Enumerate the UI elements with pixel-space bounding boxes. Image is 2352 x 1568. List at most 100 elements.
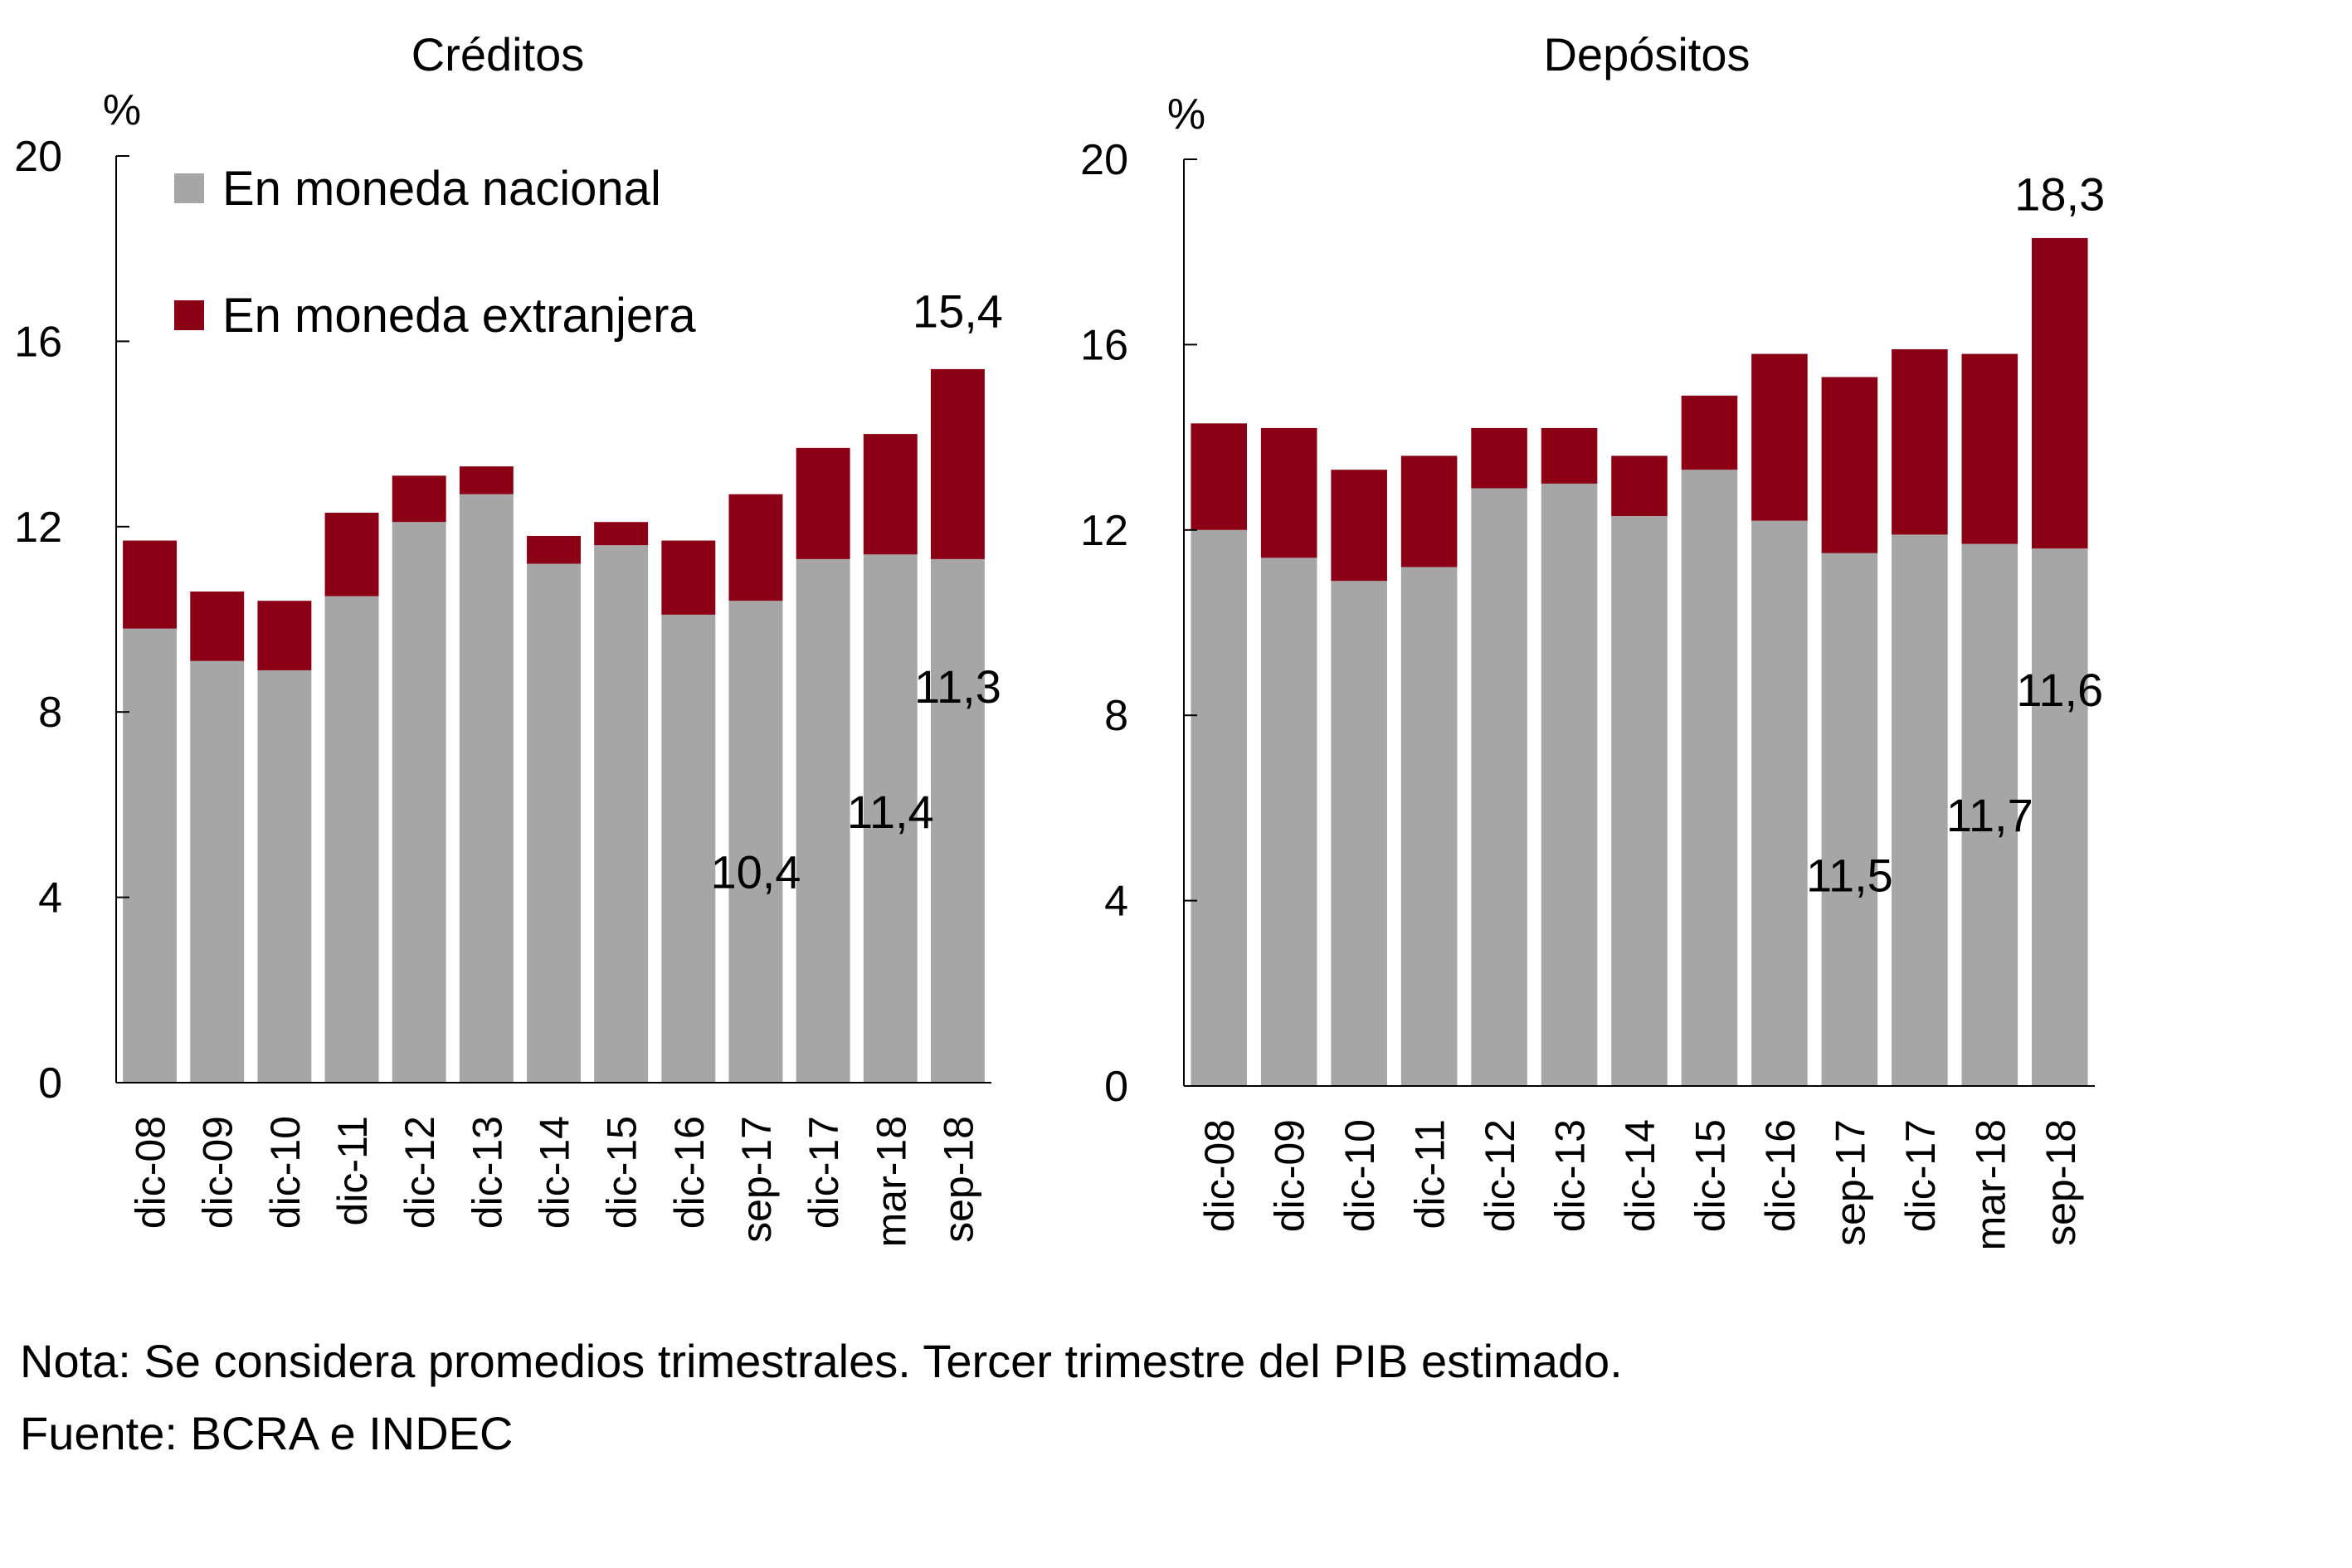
bar-extranjera-dic-11 — [1400, 455, 1458, 567]
x-tick-label: dic-10 — [1337, 1119, 1383, 1232]
y-tick-label: 20 — [1080, 136, 1128, 184]
y-tick-label: 20 — [14, 133, 62, 181]
y-tick-label: 8 — [38, 689, 62, 737]
chart-panel-1: Créditos% 0 4 8 12 16 20 dic-08 dic-09 dic-10 dic-… — [14, 28, 1003, 1247]
x-tick-label: dic-11 — [329, 1116, 376, 1225]
data-label: 11,7 — [1946, 789, 2033, 841]
bar-nacional-dic-11 — [1400, 567, 1458, 1086]
x-tick-label: dic-08 — [1196, 1119, 1243, 1232]
bar-nacional-dic-16 — [661, 614, 716, 1083]
x-tick-label: dic-15 — [1687, 1119, 1733, 1232]
data-label: 10,4 — [710, 845, 801, 898]
bar-nacional-dic-14 — [527, 563, 581, 1083]
x-tick-label: dic-10 — [262, 1116, 309, 1229]
bar-extranjera-dic-10 — [257, 601, 312, 670]
x-tick-label: sep-17 — [733, 1116, 780, 1243]
y-tick-label: 4 — [38, 874, 62, 923]
y-tick-label: 12 — [14, 504, 62, 552]
legend-label: En moneda extranjera — [222, 289, 696, 343]
bar-nacional-dic-14 — [1611, 516, 1668, 1086]
x-tick-label: dic-11 — [1407, 1119, 1454, 1229]
x-tick-label: dic-08 — [128, 1116, 174, 1229]
y-tick-label: 0 — [38, 1059, 62, 1108]
bar-extranjera-dic-12 — [1471, 427, 1527, 489]
bar-extranjera-dic-12 — [392, 475, 446, 523]
bar-nacional-dic-15 — [594, 545, 649, 1083]
chart-legend: En moneda nacional En moneda extranjera — [174, 162, 696, 343]
bar-extranjera-dic-13 — [459, 466, 514, 494]
bar-nacional-sep-18 — [2031, 548, 2088, 1086]
bar-extranjera-dic-15 — [1681, 395, 1738, 470]
bar-extranjera-dic-08 — [1191, 423, 1248, 530]
bar-extranjera-dic-15 — [594, 522, 649, 546]
data-label: 11,3 — [914, 660, 1001, 713]
x-tick-label: mar-18 — [1967, 1119, 2014, 1250]
x-tick-label: sep-18 — [935, 1116, 981, 1243]
data-label: 18,3 — [2014, 168, 2105, 220]
bar-extranjera-dic-08 — [123, 540, 178, 629]
bar-extranjera-dic-10 — [1331, 470, 1387, 582]
bar-nacional-dic-17 — [796, 558, 850, 1083]
bar-nacional-sep-17 — [1821, 553, 1878, 1086]
bar-nacional-dic-15 — [1681, 470, 1738, 1086]
bar-extranjera-dic-09 — [1260, 427, 1317, 558]
x-tick-label: dic-16 — [666, 1116, 713, 1229]
x-tick-label: sep-18 — [2038, 1119, 2084, 1246]
data-label: 11,4 — [847, 786, 934, 838]
bar-nacional-dic-17 — [1892, 534, 1948, 1086]
bar-extranjera-dic-17 — [796, 447, 850, 559]
bar-nacional-dic-10 — [1331, 581, 1387, 1086]
legend-label: En moneda nacional — [222, 162, 661, 216]
x-tick-label: dic-12 — [397, 1116, 443, 1229]
y-tick-label: 4 — [1104, 878, 1128, 926]
y-tick-label: 16 — [1080, 321, 1128, 369]
bar-nacional-dic-11 — [324, 596, 379, 1083]
bar-extranjera-sep-18 — [930, 368, 985, 559]
bar-nacional-dic-09 — [190, 660, 245, 1083]
footnote-nota: Nota: Se considera promedios trimestrale… — [20, 1335, 1623, 1387]
x-tick-label: dic-09 — [195, 1116, 241, 1229]
bar-extranjera-mar-18 — [863, 434, 918, 555]
bar-nacional-dic-12 — [1471, 488, 1527, 1086]
y-tick-label: 0 — [1104, 1063, 1128, 1111]
bar-extranjera-dic-16 — [1751, 353, 1808, 521]
x-tick-label: mar-18 — [868, 1116, 914, 1247]
bar-nacional-mar-18 — [863, 554, 918, 1083]
y-axis-unit: % — [103, 86, 141, 134]
bar-extranjera-dic-16 — [661, 540, 716, 615]
chart-title: Depósitos — [1543, 28, 1750, 80]
footnote-fuente: Fuente: BCRA e INDEC — [20, 1407, 514, 1459]
y-axis-unit: % — [1167, 90, 1205, 139]
x-tick-label: dic-14 — [532, 1116, 578, 1229]
bar-nacional-dic-09 — [1260, 558, 1317, 1086]
bar-extranjera-sep-18 — [2031, 237, 2088, 549]
y-tick-label: 8 — [1104, 692, 1128, 740]
data-label: 11,6 — [2016, 664, 2103, 716]
bar-nacional-dic-08 — [123, 628, 178, 1083]
x-tick-label: dic-12 — [1477, 1119, 1523, 1232]
bar-extranjera-dic-17 — [1892, 348, 1948, 535]
x-tick-label: dic-17 — [1897, 1119, 1944, 1232]
bar-extranjera-sep-17 — [728, 494, 783, 601]
bar-extranjera-dic-13 — [1541, 427, 1598, 484]
bar-nacional-sep-18 — [930, 558, 985, 1083]
y-tick-label: 12 — [1080, 507, 1128, 555]
bar-nacional-dic-13 — [459, 494, 514, 1083]
y-tick-label: 16 — [14, 318, 62, 366]
bar-extranjera-dic-11 — [324, 513, 379, 597]
chart-title: Créditos — [411, 28, 585, 80]
x-tick-label: dic-09 — [1267, 1119, 1313, 1232]
data-label: 11,5 — [1806, 849, 1893, 901]
x-tick-label: dic-14 — [1617, 1119, 1663, 1232]
bar-extranjera-dic-14 — [527, 535, 581, 564]
bar-nacional-dic-12 — [392, 522, 446, 1083]
data-label: 15,4 — [913, 285, 1003, 338]
x-tick-label: dic-15 — [599, 1116, 645, 1229]
legend-swatch — [174, 173, 204, 203]
legend-swatch — [174, 300, 204, 330]
bar-nacional-dic-16 — [1751, 520, 1808, 1086]
bar-extranjera-sep-17 — [1821, 377, 1878, 553]
x-tick-label: dic-13 — [1547, 1119, 1594, 1232]
bar-extranjera-mar-18 — [1961, 353, 2018, 544]
